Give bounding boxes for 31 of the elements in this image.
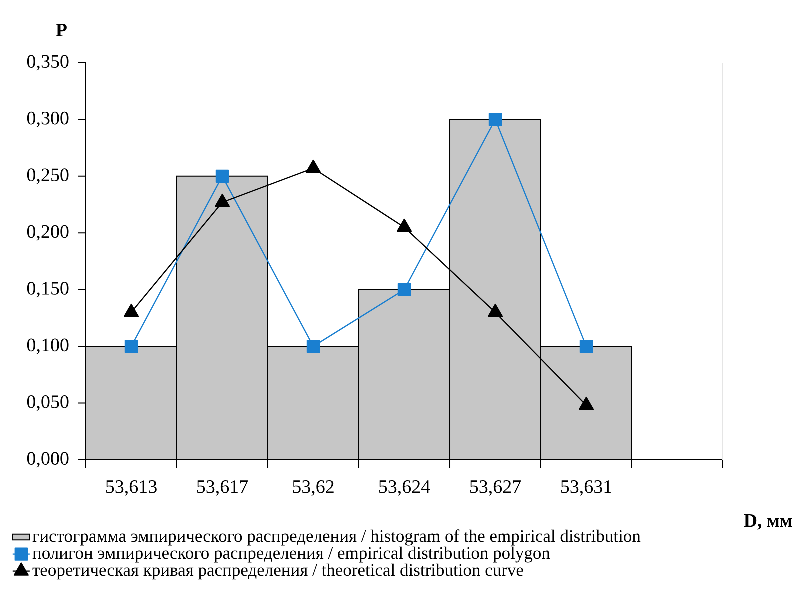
y-tick-label: 0,150 xyxy=(27,282,69,298)
point xyxy=(124,340,138,354)
x-axis-title: D, мм xyxy=(744,514,792,530)
y-tick-label: 0,050 xyxy=(27,396,69,412)
point xyxy=(398,283,412,296)
point xyxy=(306,160,322,174)
point xyxy=(306,340,320,354)
point xyxy=(580,340,594,354)
point xyxy=(214,194,230,208)
x-tick-label: 53,624 xyxy=(379,480,430,496)
x-tick-label: 53,62 xyxy=(293,480,334,496)
x-tick-label: 53,631 xyxy=(561,480,612,496)
y-tick-label: 0,000 xyxy=(27,452,69,468)
point xyxy=(124,304,140,318)
y-tick-label: 0,250 xyxy=(27,168,69,184)
y-tick-label: 0,100 xyxy=(27,338,69,354)
x-tick-label: 53,627 xyxy=(470,480,522,496)
legend-label: гистограмма эмпирического распределения / histogram of the empirical distribution xyxy=(32,530,641,546)
point xyxy=(216,170,230,184)
x-tick-label: 53,613 xyxy=(106,480,157,496)
point xyxy=(488,304,504,318)
y-tick-label: 0,350 xyxy=(27,55,69,71)
point xyxy=(488,113,502,126)
y-tick-label: 0,300 xyxy=(27,112,69,128)
point xyxy=(396,218,412,232)
point xyxy=(578,396,594,410)
y-axis-title: P xyxy=(56,24,67,36)
y-tick-label: 0,200 xyxy=(27,225,69,241)
legend-label: полигон эмпирического распределения / empirical distribution polygon xyxy=(32,546,550,563)
legend-label: теоретическая кривая распределения / theoretical distribution curve xyxy=(32,564,524,580)
x-tick-label: 53,617 xyxy=(197,480,248,496)
